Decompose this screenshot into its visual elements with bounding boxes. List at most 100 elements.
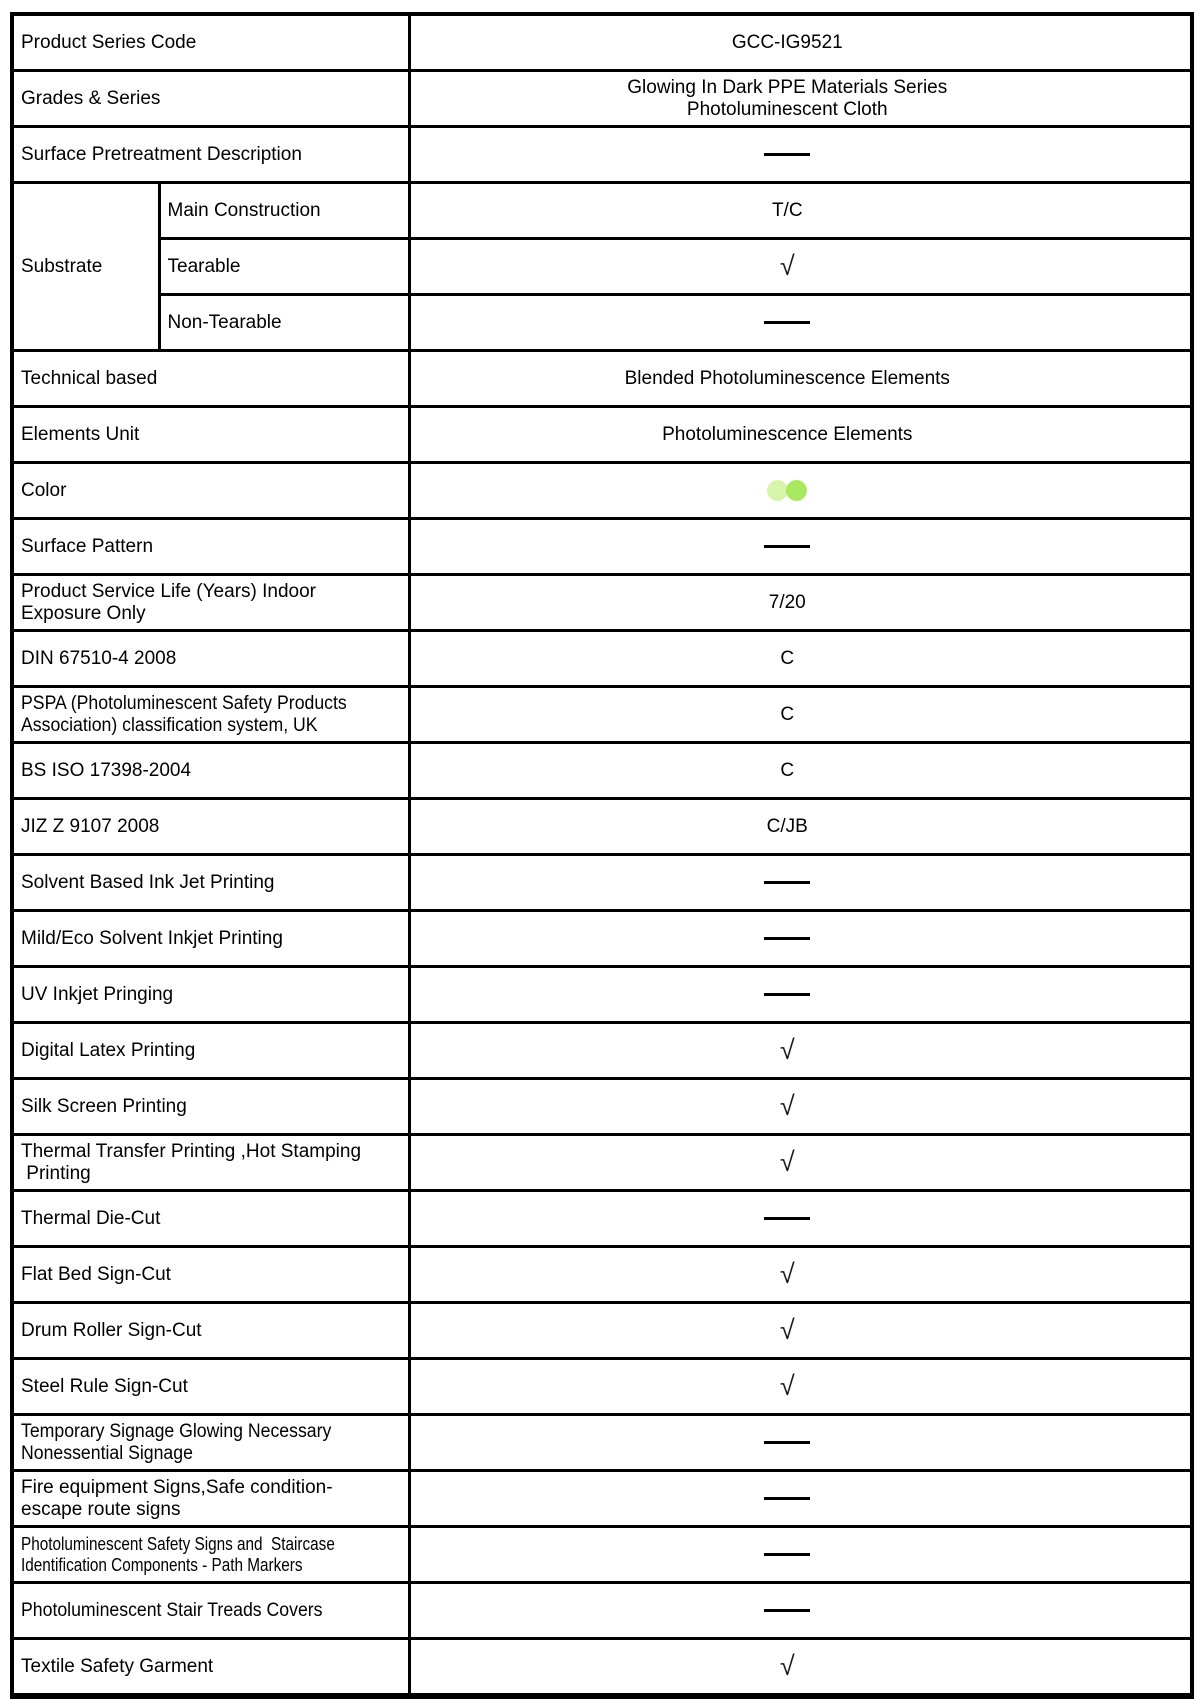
row-label-line: Non-Tearable [168, 312, 404, 334]
value-cell [407, 909, 1194, 968]
table-row: Technical based Blended Photoluminescence… [10, 349, 1194, 408]
table-row: UV Inkjet Pringing [10, 965, 1194, 1024]
row-label-text: Product Series Code [21, 31, 197, 53]
label-cell: Solvent Based Ink Jet Printing [10, 853, 411, 912]
table-row: Temporary Signage Glowing Necessary Nones… [10, 1413, 1194, 1472]
check-mark: √ [779, 1090, 795, 1121]
row-label-text: Photoluminescent Stair Treads Covers [21, 1599, 323, 1621]
row-label-text: Fire equipment Signs,Safe condition- [21, 1476, 333, 1498]
table-row: Thermal Transfer Printing ,Hot Stamping … [10, 1133, 1194, 1192]
row-label-text: Identification Components - Path Markers [21, 1554, 303, 1575]
table-row: Steel Rule Sign-Cut √ [10, 1357, 1194, 1416]
row-label-text: escape route signs [21, 1498, 181, 1520]
label-cell: Thermal Die-Cut [10, 1189, 411, 1248]
value-cell: C [407, 629, 1194, 688]
row-label-text: Association) classification system, UK [21, 714, 318, 736]
check-mark: √ [779, 1650, 795, 1681]
label-cell: Mild/Eco Solvent Inkjet Printing [10, 909, 411, 968]
color-swatch-light-green [767, 479, 789, 501]
row-label-line: Thermal Die-Cut [21, 1208, 404, 1230]
row-label-line: Photoluminescent Safety Signs and Stairc… [21, 1534, 404, 1555]
value-text: C [780, 647, 795, 669]
row-label-text: JIZ Z 9107 2008 [21, 815, 160, 837]
row-label-line: Surface Pretreatment Description [21, 144, 404, 166]
row-label-line: Fire equipment Signs,Safe condition- [21, 1477, 404, 1499]
value-cell [407, 1189, 1194, 1248]
row-label-line: PSPA (Photoluminescent Safety Products [21, 693, 404, 715]
row-label-line: Flat Bed Sign-Cut [21, 1264, 404, 1286]
label-cell: UV Inkjet Pringing [10, 965, 411, 1024]
check-mark: √ [779, 1034, 795, 1065]
value-cell: C [407, 685, 1194, 744]
dash-mark [764, 320, 811, 324]
value-text: 7/20 [768, 591, 806, 613]
check-mark: √ [779, 250, 795, 281]
value-cell: GCC-IG9521 [407, 12, 1194, 72]
row-label-line: Digital Latex Printing [21, 1040, 404, 1062]
label-cell: DIN 67510-4 2008 [10, 629, 411, 688]
value-text: T/C [771, 199, 803, 221]
table-row: Grades & Series Glowing In Dark PPE Mater… [10, 69, 1194, 128]
label-cell: Fire equipment Signs,Safe condition-esca… [10, 1469, 411, 1528]
value-text: C [780, 703, 795, 725]
value-cell [407, 853, 1194, 912]
table-row: BS ISO 17398-2004 C [10, 741, 1194, 800]
table-row: Digital Latex Printing √ [10, 1021, 1194, 1080]
label-cell: BS ISO 17398-2004 [10, 741, 411, 800]
check-mark: √ [779, 1370, 795, 1401]
value-cell: √ [407, 1301, 1194, 1360]
row-label-line: Printing [21, 1163, 404, 1185]
row-label-line: Mild/Eco Solvent Inkjet Printing [21, 928, 404, 950]
value-text: Blended Photoluminescence Elements [624, 367, 950, 389]
row-label-line: Silk Screen Printing [21, 1096, 404, 1118]
table-row: Drum Roller Sign-Cut √ [10, 1301, 1194, 1360]
value-cell: √ [407, 237, 1194, 296]
row-label-text: Elements Unit [21, 423, 140, 445]
row-label-line: Temporary Signage Glowing Necessary [21, 1421, 404, 1443]
dash-mark [764, 1216, 811, 1220]
row-label-line: Product Service Life (Years) Indoor [21, 581, 404, 603]
row-label-line: BS ISO 17398-2004 [21, 760, 404, 782]
row-label-text: UV Inkjet Pringing [21, 983, 174, 1005]
value-cell [407, 517, 1194, 576]
value-cell: Blended Photoluminescence Elements [407, 349, 1194, 408]
row-label-text: Drum Roller Sign-Cut [21, 1319, 202, 1341]
row-label-line: JIZ Z 9107 2008 [21, 816, 404, 838]
row-label-text: Digital Latex Printing [21, 1039, 196, 1061]
value-text: C/JB [766, 815, 808, 837]
table-row: Product Series Code GCC-IG9521 [10, 12, 1194, 72]
label-cell: Textile Safety Garment [10, 1637, 411, 1698]
label-cell: Tearable [157, 237, 411, 296]
row-label-line: Product Series Code [21, 32, 404, 54]
row-label-text: Technical based [21, 367, 158, 389]
value-cell: √ [407, 1133, 1194, 1192]
table-row: Fire equipment Signs,Safe condition-esca… [10, 1469, 1194, 1528]
label-cell: Technical based [10, 349, 411, 408]
table-row: Flat Bed Sign-Cut √ [10, 1245, 1194, 1304]
dash-mark [764, 1552, 811, 1556]
value-cell [407, 461, 1194, 520]
label-cell: Grades & Series [10, 69, 411, 128]
dash-mark [764, 880, 811, 884]
label-cell: Color [10, 461, 411, 520]
table-row: Substrate Main Construction T/C [10, 181, 1194, 352]
row-label-line: Color [21, 480, 404, 502]
row-label-text: Thermal Die-Cut [21, 1207, 161, 1229]
table-row: Non-Tearable [12, 293, 1194, 352]
label-cell: Product Series Code [10, 12, 411, 72]
row-label-text: Color [21, 479, 67, 501]
label-cell: PSPA (Photoluminescent Safety Products As… [10, 685, 411, 744]
value-cell: √ [407, 1245, 1194, 1304]
row-label-line: Nonessential Signage [21, 1443, 404, 1465]
label-cell: Surface Pretreatment Description [10, 125, 411, 184]
table-row: Surface Pattern [10, 517, 1194, 576]
row-label-text: Steel Rule Sign-Cut [21, 1375, 188, 1397]
value-cell: √ [407, 1637, 1194, 1698]
row-label-line: Tearable [168, 256, 404, 278]
row-label-line: DIN 67510-4 2008 [21, 648, 404, 670]
table-row: DIN 67510-4 2008 C [10, 629, 1194, 688]
table-row: Tearable √ [12, 237, 1194, 296]
label-cell: Drum Roller Sign-Cut [10, 1301, 411, 1360]
row-label-line: Thermal Transfer Printing ,Hot Stamping [21, 1141, 404, 1163]
label-cell: JIZ Z 9107 2008 [10, 797, 411, 856]
